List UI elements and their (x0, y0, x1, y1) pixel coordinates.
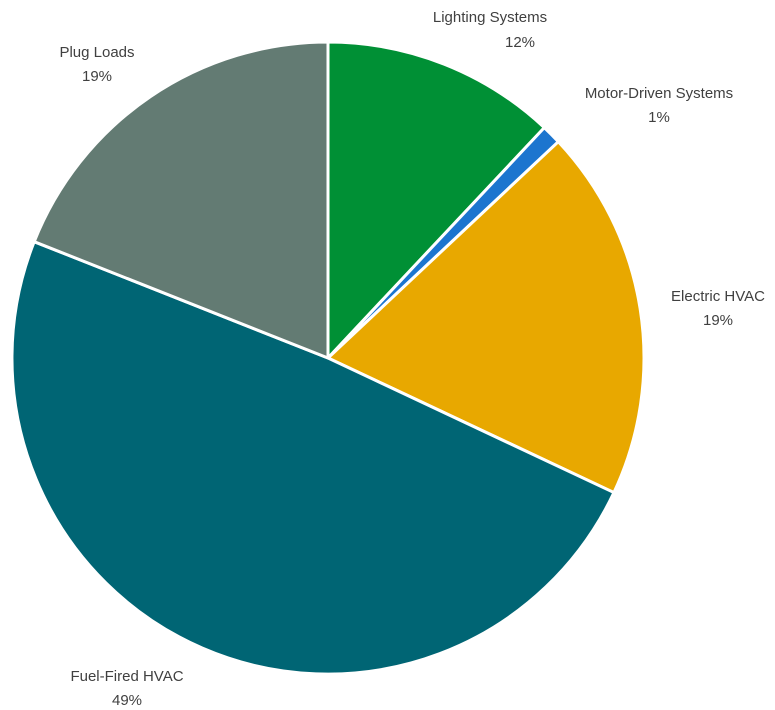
slice-label-fuel-fired-hvac: Fuel-Fired HVAC (70, 668, 183, 685)
slice-value-electric-hvac: 19% (703, 312, 733, 329)
slice-value-plug-loads: 19% (82, 68, 112, 85)
slice-label-plug-loads: Plug Loads (59, 44, 134, 61)
pie-slice-plug-loads (32, 40, 330, 360)
pie-slice-electric-hvac (326, 140, 646, 495)
slice-value-fuel-fired-hvac: 49% (112, 692, 142, 709)
slice-label-motor-driven-systems: Motor-Driven Systems (585, 85, 733, 102)
pie-slice-lighting-systems (326, 40, 546, 360)
pie-slices (10, 40, 646, 676)
slice-value-lighting-systems: 12% (505, 34, 535, 51)
pie-slice-fuel-fired-hvac (10, 240, 616, 676)
slice-label-electric-hvac: Electric HVAC (671, 288, 765, 305)
slice-label-lighting-systems: Lighting Systems (433, 9, 547, 26)
slice-value-motor-driven-systems: 1% (648, 109, 670, 126)
pie-labels: Lighting Systems 12% Motor-Driven System… (59, 9, 765, 709)
